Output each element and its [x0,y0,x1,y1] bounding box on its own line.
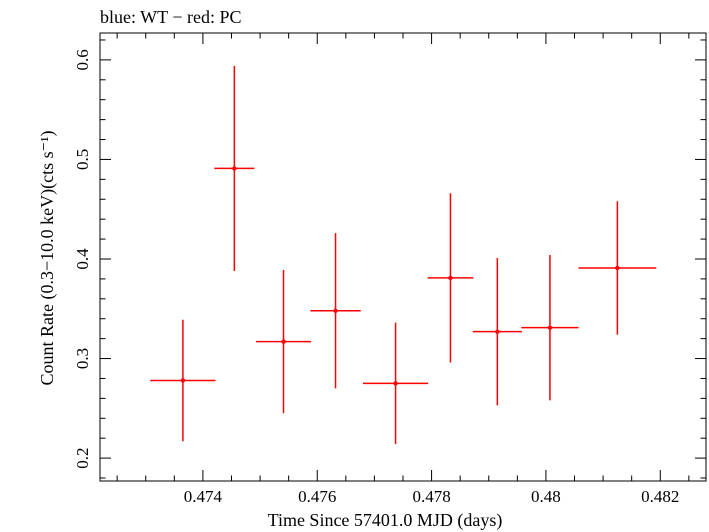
axes: 0.474 0.476 0.478 0.48 0.482 0.2 0.3 0.4 0.5 0.6 [73,33,706,506]
x-tick-label: 0.482 [641,487,679,506]
data-points [150,65,657,445]
y-axis-label: Count Rate (0.3−10.0 keV)(cts s⁻¹) [37,130,58,385]
x-tick-label: 0.476 [298,487,336,506]
data-marker [281,339,286,344]
data-point [578,201,657,335]
x-tick-label: 0.48 [531,487,561,506]
x-tick-label: 0.478 [412,487,450,506]
data-point [150,319,216,442]
x-tick-label: 0.474 [184,487,223,506]
y-tick-label: 0.6 [73,49,92,70]
plot-frame [99,32,707,482]
chart-title: blue: WT − red: PC [100,7,241,27]
data-point [521,255,579,401]
data-marker [448,275,453,281]
data-point [256,269,311,414]
y-tick-label: 0.3 [73,348,92,369]
data-point [214,65,255,271]
data-marker [180,378,186,383]
data-marker [393,381,398,386]
data-marker [333,308,338,313]
y-tick-label: 0.2 [73,447,92,468]
data-marker [615,265,620,271]
data-point [362,322,429,445]
data-marker [232,166,237,171]
data-point [472,257,522,406]
y-tick-label: 0.5 [73,149,92,170]
data-point [427,193,474,363]
data-marker [547,325,553,330]
x-axis-label: Time Since 57401.0 MJD (days) [268,510,503,531]
data-marker [495,329,500,334]
y-tick-label: 0.4 [73,248,92,270]
data-point [310,233,361,389]
